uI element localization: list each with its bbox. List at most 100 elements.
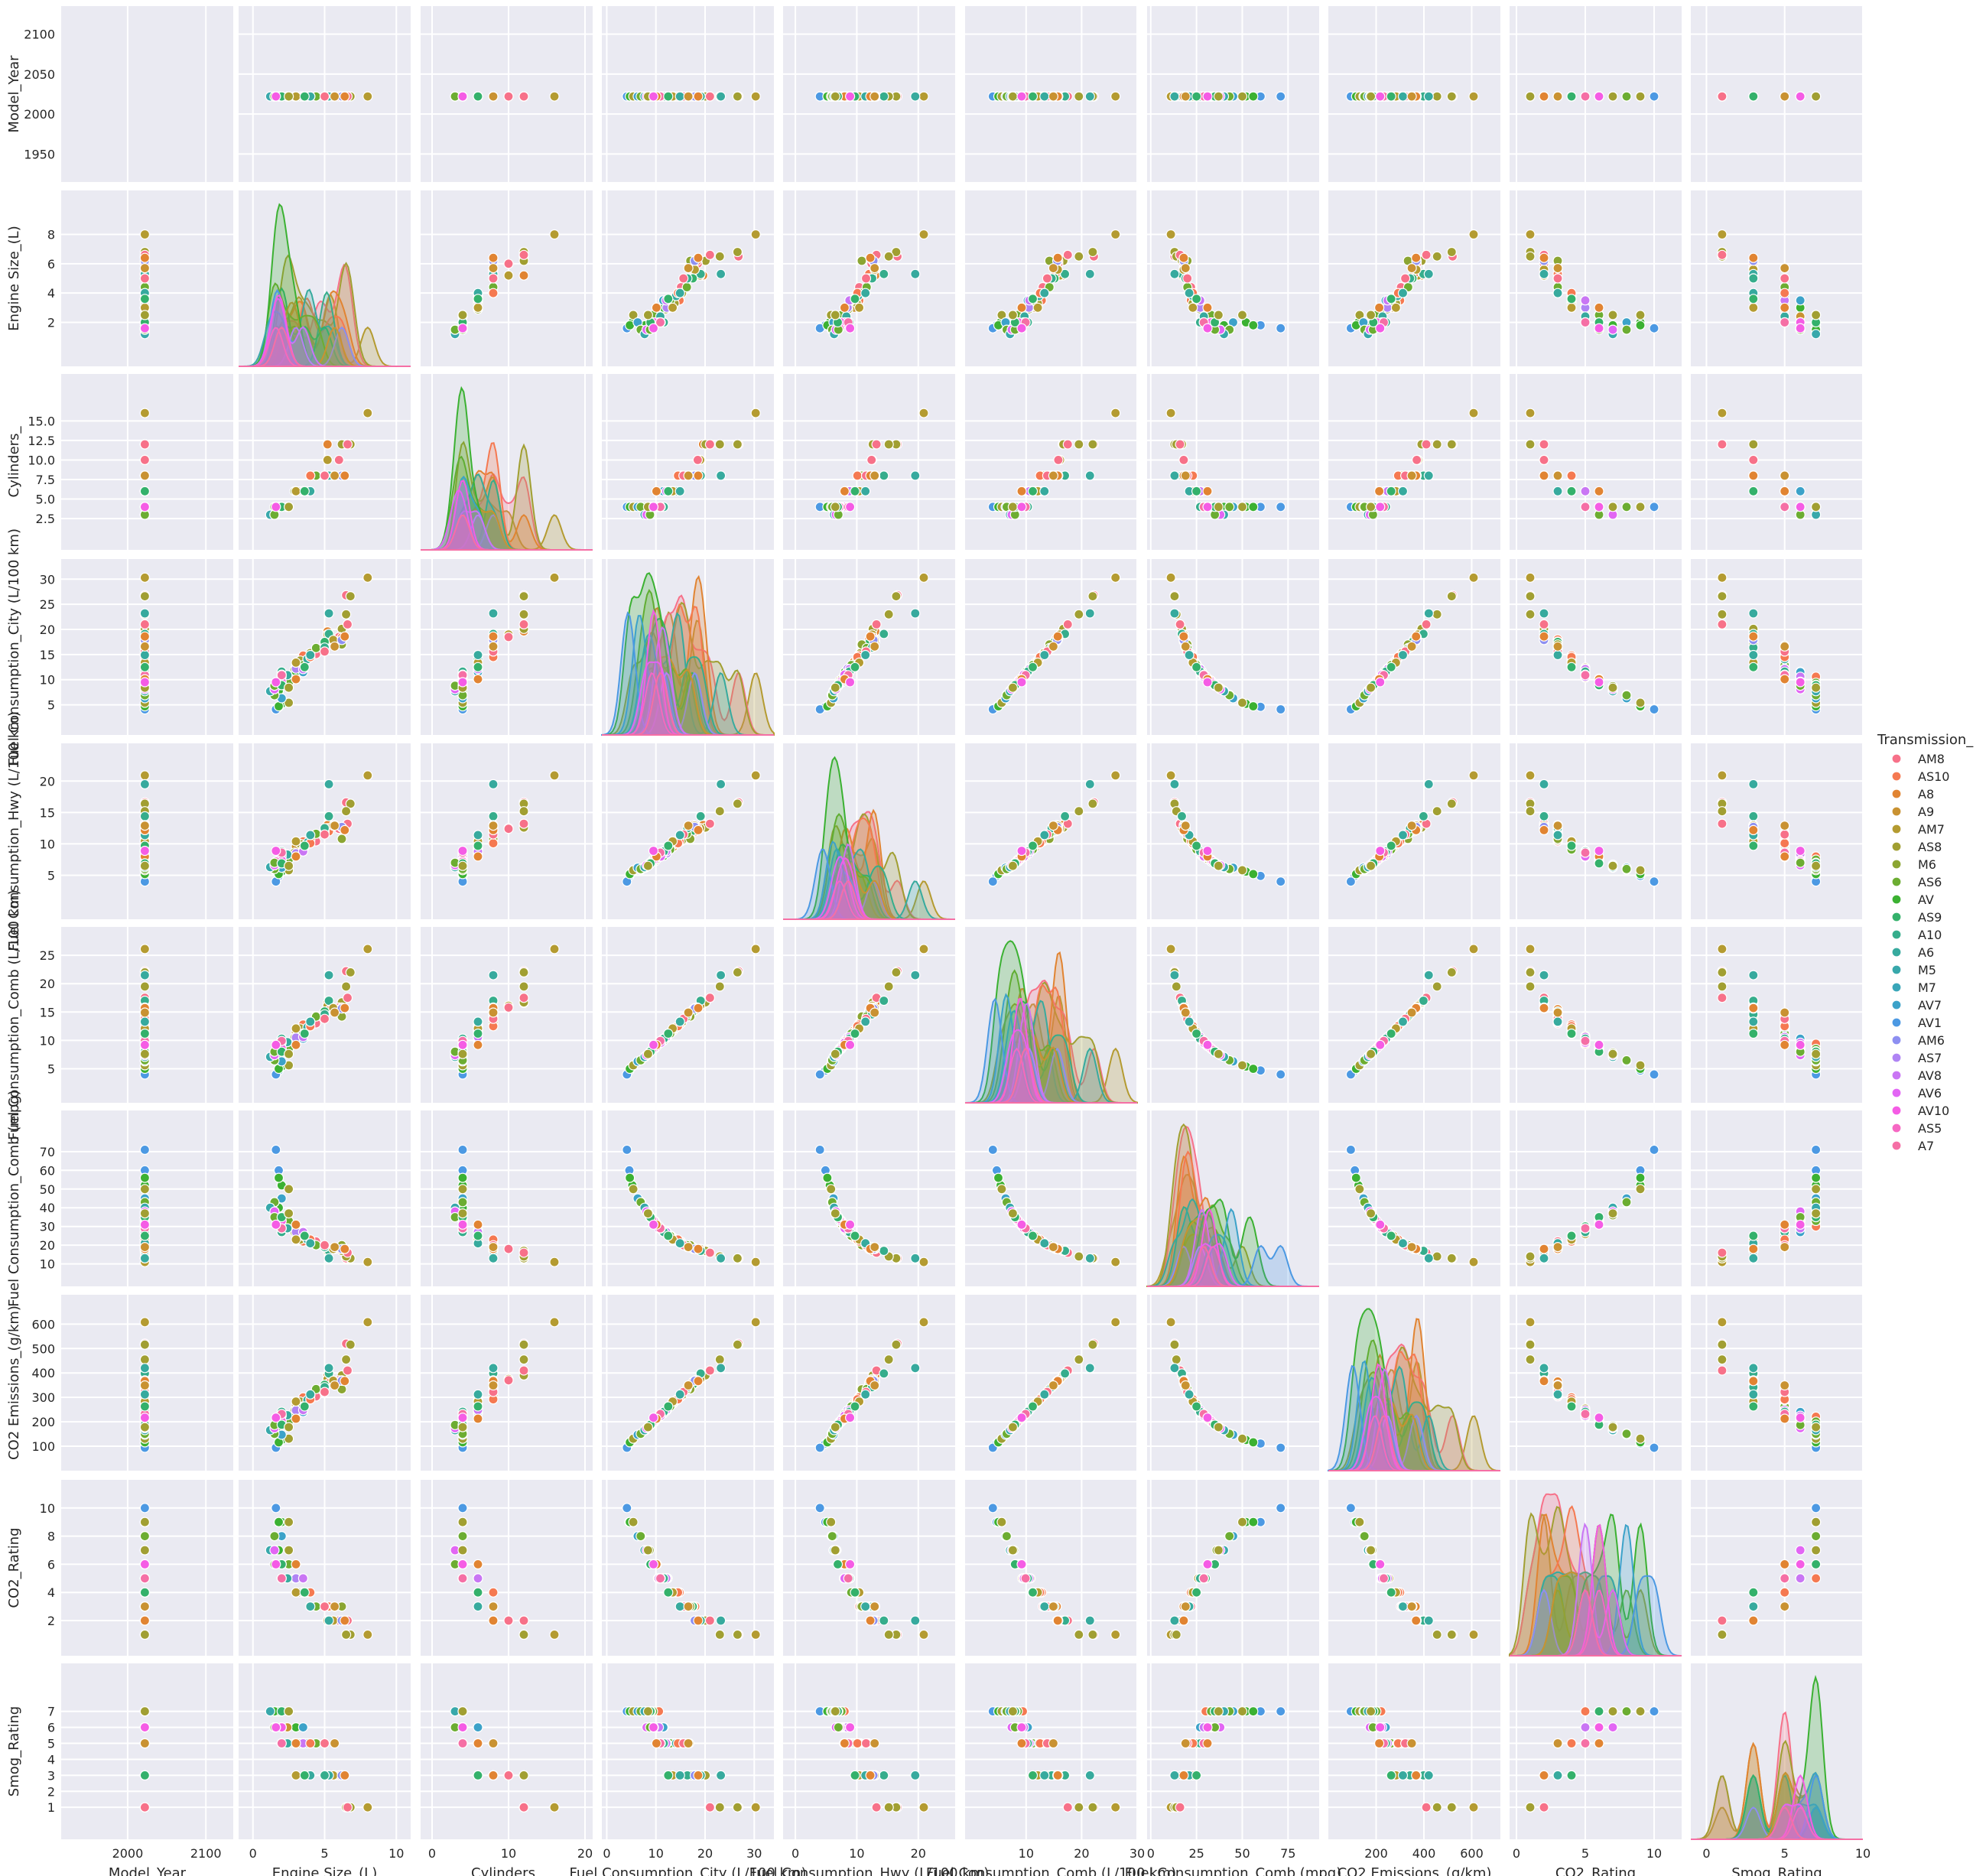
scatter-point xyxy=(1411,454,1422,466)
scatter-point xyxy=(323,970,334,980)
scatter-point xyxy=(457,91,468,102)
scatter-point xyxy=(1375,323,1386,333)
scatter-point xyxy=(1811,310,1822,320)
scatter-point xyxy=(340,1003,350,1013)
scatter-point xyxy=(1213,310,1224,320)
scatter-point xyxy=(473,1028,483,1039)
panel-background xyxy=(1147,559,1319,735)
scatter-point xyxy=(1248,502,1259,512)
panel-r3-c8 xyxy=(1510,559,1682,735)
scatter-point xyxy=(291,657,301,668)
scatter-point xyxy=(1191,486,1202,496)
scatter-point xyxy=(139,820,150,831)
scatter-point xyxy=(918,229,929,240)
scatter-point xyxy=(1594,91,1604,102)
scatter-point xyxy=(1649,704,1659,715)
scatter-point xyxy=(1552,1007,1563,1018)
scatter-point xyxy=(1539,252,1549,263)
scatter-point xyxy=(1052,631,1063,642)
panel-background xyxy=(1691,190,1863,366)
scatter-point xyxy=(642,310,654,320)
scatter-point xyxy=(1717,249,1728,260)
scatter-point xyxy=(1811,1049,1822,1059)
scatter-point xyxy=(549,91,560,102)
scatter-point xyxy=(1748,1016,1759,1027)
scatter-point xyxy=(1539,1003,1549,1013)
panel-r2-c5 xyxy=(965,374,1138,550)
scatter-point xyxy=(1406,820,1417,831)
panel-r1-c4 xyxy=(783,190,955,366)
scatter-point xyxy=(1423,779,1434,790)
scatter-point xyxy=(1446,91,1457,102)
scatter-point xyxy=(1397,830,1409,840)
scatter-point xyxy=(663,840,674,851)
panel-r0-c3 xyxy=(602,6,774,182)
scatter-point xyxy=(750,944,761,954)
scatter-point xyxy=(693,252,704,263)
scatter-point xyxy=(1039,830,1050,840)
scatter-point xyxy=(139,662,150,672)
scatter-point xyxy=(1397,486,1409,496)
scatter-point xyxy=(1432,609,1442,619)
scatter-point xyxy=(488,631,499,642)
scatter-point xyxy=(1748,631,1759,642)
scatter-point xyxy=(1580,502,1591,512)
scatter-point xyxy=(1397,288,1409,298)
scatter-point xyxy=(1180,470,1191,481)
scatter-point xyxy=(1580,847,1591,858)
scatter-point xyxy=(139,294,150,304)
scatter-point xyxy=(1237,865,1248,876)
scatter-point xyxy=(1016,302,1027,313)
scatter-point xyxy=(1184,1016,1195,1027)
scatter-point xyxy=(457,1039,468,1050)
scatter-point xyxy=(1748,649,1759,661)
scatter-point xyxy=(457,1049,468,1059)
scatter-point xyxy=(683,91,694,102)
scatter-point xyxy=(750,408,761,418)
scatter-point xyxy=(1237,502,1248,512)
scatter-point xyxy=(305,830,316,840)
panel-r0-c8 xyxy=(1510,6,1682,182)
scatter-point xyxy=(1525,806,1536,817)
scatter-point xyxy=(1084,268,1095,279)
scatter-point xyxy=(883,609,894,619)
scatter-point xyxy=(362,770,373,781)
scatter-point xyxy=(341,806,352,817)
scatter-point xyxy=(139,310,150,320)
scatter-point xyxy=(473,302,483,313)
scatter-point xyxy=(1421,439,1432,450)
scatter-point xyxy=(1165,770,1176,781)
scatter-point xyxy=(1411,631,1422,642)
scatter-point xyxy=(330,91,340,102)
scatter-point xyxy=(674,830,685,840)
scatter-point xyxy=(715,470,726,481)
scatter-point xyxy=(362,91,373,102)
scatter-point xyxy=(342,993,353,1003)
scatter-point xyxy=(1084,91,1095,102)
scatter-point xyxy=(674,486,685,496)
scatter-point xyxy=(1552,830,1563,840)
scatter-point xyxy=(1525,967,1536,978)
scatter-point xyxy=(918,91,929,102)
scatter-point xyxy=(518,609,529,619)
scatter-point xyxy=(1539,824,1549,836)
scatter-point xyxy=(1110,770,1121,781)
scatter-point xyxy=(704,91,716,102)
scatter-point xyxy=(1188,302,1198,313)
scatter-point xyxy=(139,770,150,781)
scatter-point xyxy=(549,944,560,954)
scatter-point xyxy=(291,1039,301,1050)
scatter-point xyxy=(852,470,863,481)
panel-r5-c5 xyxy=(964,927,1138,1104)
scatter-point xyxy=(1411,252,1422,263)
scatter-point xyxy=(1539,631,1549,642)
scatter-point xyxy=(860,486,871,496)
scatter-point xyxy=(1446,439,1457,450)
panel-r0-c7 xyxy=(1328,6,1500,182)
scatter-point xyxy=(139,981,150,992)
scatter-point xyxy=(883,439,894,450)
panel-r3-c3 xyxy=(601,559,775,736)
scatter-point xyxy=(1276,1069,1286,1080)
scatter-point xyxy=(1432,251,1442,262)
scatter-point xyxy=(1717,981,1728,992)
